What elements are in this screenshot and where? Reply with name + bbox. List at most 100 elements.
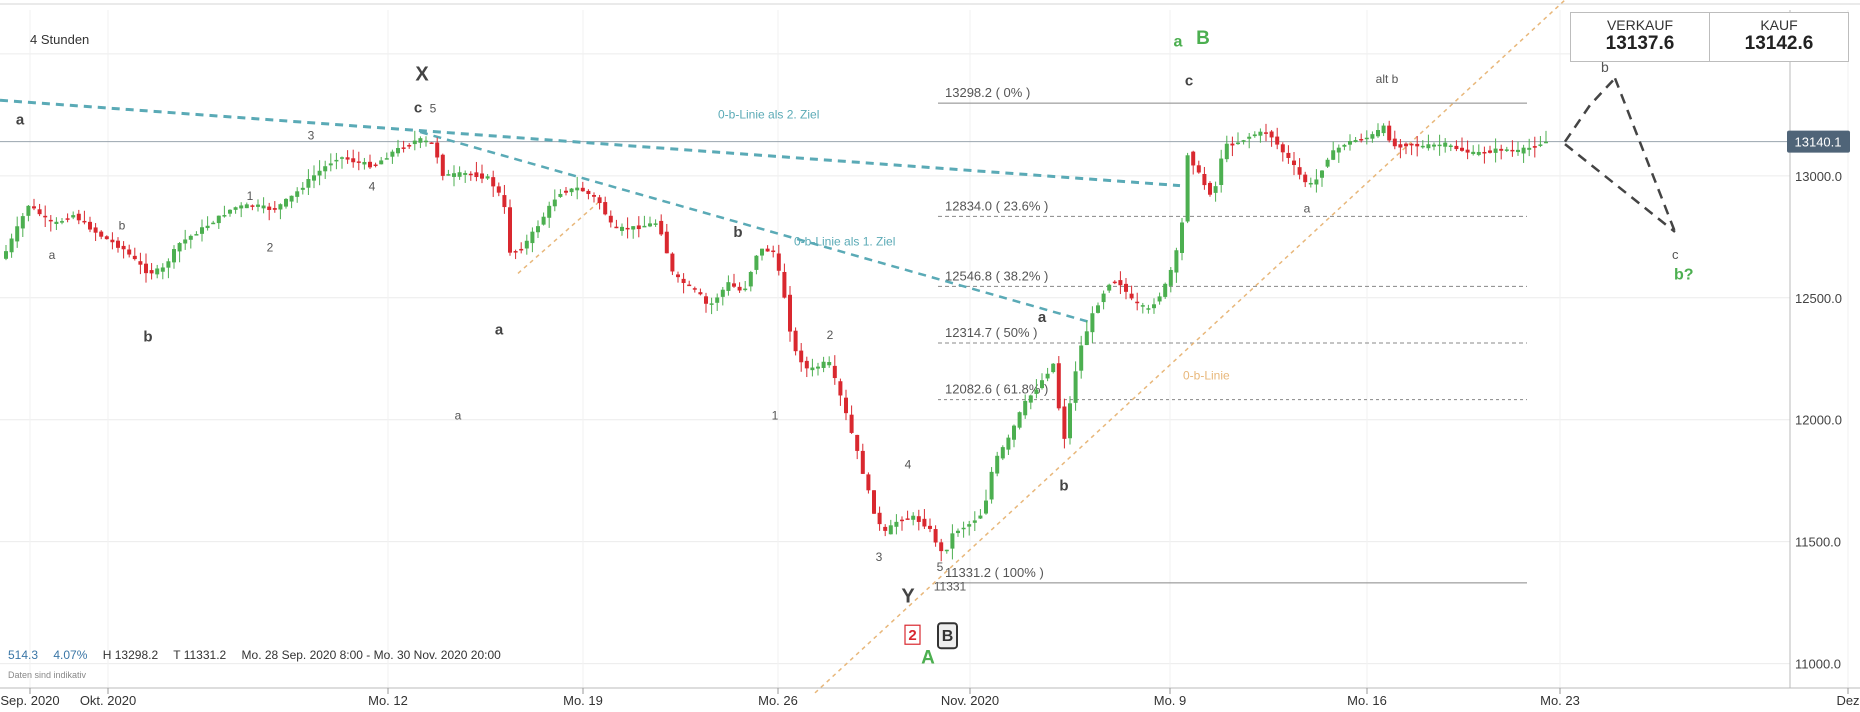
x-tick-label: Mo. 26 <box>758 693 798 708</box>
candle-body <box>1185 155 1190 222</box>
timeframe-label[interactable]: 4 Stunden <box>30 32 90 47</box>
candle-body <box>631 226 636 230</box>
wave-label: 3 <box>308 128 315 142</box>
candle-body <box>1364 137 1369 140</box>
candle-body <box>928 525 932 529</box>
candle-body <box>9 238 14 253</box>
candle-body <box>984 500 988 514</box>
candle-body <box>312 175 316 181</box>
candle-body <box>401 147 406 149</box>
candle-body <box>552 199 557 207</box>
candle-body <box>972 520 977 523</box>
wave-label: a <box>455 409 462 423</box>
trendline-label: 0-b-Linie als 1. Ziel <box>794 234 895 248</box>
wave-label: a <box>1304 201 1311 215</box>
candle-body <box>37 209 42 215</box>
y-tick-label: 13000.0 <box>1795 169 1842 184</box>
candle-body <box>855 434 860 451</box>
candle-body <box>888 525 893 535</box>
sell-box[interactable]: VERKAUF 13137.6 <box>1570 12 1710 62</box>
candle-body <box>1180 222 1184 253</box>
candle-body <box>1320 170 1324 178</box>
wave-label: b <box>733 224 742 241</box>
candle-body <box>1342 144 1347 147</box>
candle-body <box>155 268 160 275</box>
candle-body <box>1152 304 1156 309</box>
candle-body <box>194 234 199 236</box>
candle-body <box>26 205 31 216</box>
buy-box[interactable]: KAUF 13142.6 <box>1709 12 1849 62</box>
candle-body <box>306 179 311 188</box>
candle-body <box>250 205 255 207</box>
candle-body <box>222 215 227 217</box>
candle-body <box>300 187 305 190</box>
candle-body <box>289 195 294 202</box>
wave-label: 5 <box>937 560 944 574</box>
wave-label: b <box>143 329 152 346</box>
candle-body <box>384 158 389 160</box>
y-tick-label: 11500.0 <box>1795 535 1841 550</box>
candle-body <box>636 225 641 230</box>
fib-label: 11331.2 ( 100% ) <box>945 565 1044 580</box>
candle-body <box>816 366 820 369</box>
wave-label: a <box>1174 34 1183 51</box>
candle-body <box>149 270 154 274</box>
axes: 11000.011500.012000.012500.013000.013500… <box>0 3 1860 708</box>
candle-body <box>1404 143 1408 147</box>
candle-body <box>1409 143 1414 146</box>
candle-body <box>440 154 445 176</box>
low-value: T 11331.2 <box>173 648 227 662</box>
candle-body <box>1101 293 1106 303</box>
candle-body <box>463 173 468 175</box>
candle-body <box>625 227 630 230</box>
candle-body <box>188 235 193 240</box>
forecast-down <box>1613 77 1677 233</box>
candle-body <box>93 227 98 233</box>
wave-label: 4 <box>905 458 912 472</box>
wave-label: a <box>16 112 25 129</box>
candle-body <box>4 251 8 259</box>
y-tick-label: 12500.0 <box>1795 291 1842 306</box>
y-tick-label: 12000.0 <box>1795 413 1842 428</box>
candle-body <box>452 173 456 177</box>
wave-label: alt b <box>1376 72 1399 86</box>
candle-body <box>771 250 776 253</box>
candle-body <box>1084 331 1089 346</box>
candle-body <box>1129 293 1134 299</box>
change-points: 514.3 <box>8 648 39 662</box>
wave-label: a <box>1038 309 1047 326</box>
candle-body <box>900 519 904 522</box>
candle-body <box>1303 174 1308 183</box>
candle-body <box>793 330 798 352</box>
forecast-label-b-question: b? <box>1674 266 1694 283</box>
candle-body <box>541 216 546 225</box>
candle-body <box>71 215 76 218</box>
candle-body <box>1521 147 1526 154</box>
candle-body <box>390 151 395 157</box>
candle-body <box>1000 447 1005 459</box>
candle-body <box>1079 345 1084 371</box>
candle-body <box>944 549 949 552</box>
wave-label: X <box>415 64 429 86</box>
candle-body <box>838 381 843 396</box>
candle-body <box>54 221 59 224</box>
trendlines: 0-b-Linie als 2. Ziel 0-b-Linie als 1. Zi… <box>0 0 1567 694</box>
candle-body <box>894 521 899 527</box>
candle-body <box>328 163 333 166</box>
candle-body <box>737 286 742 291</box>
candle-body <box>1516 149 1520 153</box>
candle-body <box>648 223 652 227</box>
candle-body <box>1247 136 1252 139</box>
candle-body <box>1280 144 1285 153</box>
current-price-value: 13140.1 <box>1795 135 1842 150</box>
forecast-alt <box>1564 143 1676 233</box>
wave-label: c <box>1185 73 1193 90</box>
candle-body <box>76 213 81 221</box>
candle-body <box>1258 131 1263 136</box>
candle-body <box>844 397 848 414</box>
candle-body <box>429 142 434 144</box>
candle-body <box>916 516 921 522</box>
candlesticks <box>4 120 1548 562</box>
candle-body <box>1426 144 1431 149</box>
